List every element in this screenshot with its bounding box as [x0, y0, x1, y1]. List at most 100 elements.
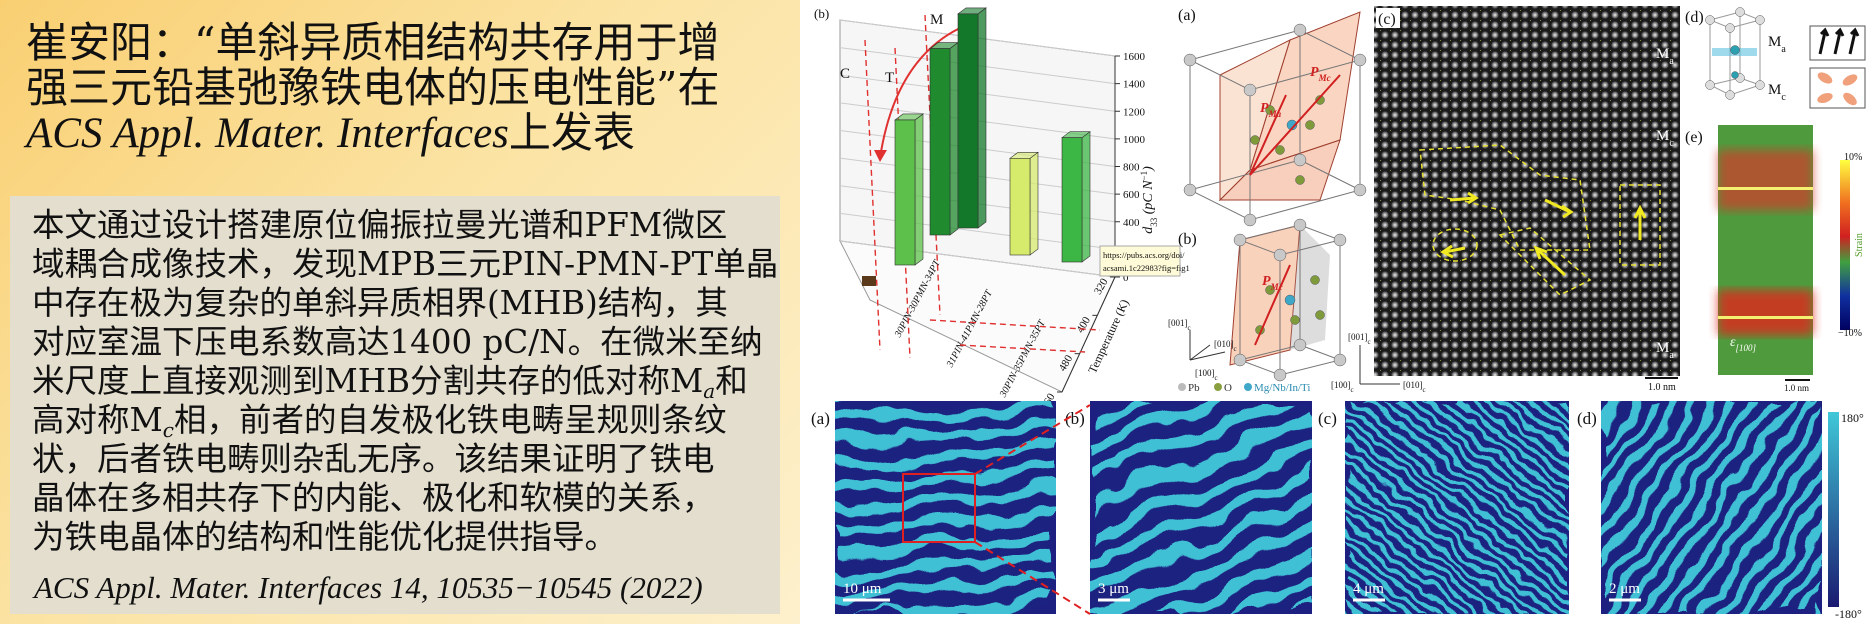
text-line: 晶体在多相共存下的内能、极化和软模的关系， [32, 479, 715, 517]
text: 高对称M [32, 401, 163, 439]
symbol: M [1768, 82, 1781, 98]
bar-side [1081, 131, 1091, 263]
z-tick-label: 0 [1123, 272, 1129, 284]
z-tick-label: 400 [1123, 217, 1140, 229]
atom [1265, 285, 1275, 295]
strain-line [1718, 187, 1813, 190]
label: (a) [1178, 7, 1196, 24]
title-suffix: 上发表 [508, 108, 635, 157]
colorbar-label: −10% [1838, 328, 1862, 339]
atom [1705, 80, 1715, 90]
atom [1290, 315, 1300, 325]
scale-bar-label: 1.0 nm [1648, 382, 1676, 393]
z-tick-label: 600 [1123, 189, 1140, 201]
text-line: 域耦合成像技术，发现MPB三元PIN-PMN-PT单晶 [32, 245, 779, 283]
scale-bar-label: 3 μm [1098, 581, 1129, 597]
colorbar-label: 10% [1844, 152, 1862, 163]
bar-front [1061, 137, 1083, 263]
atom [1735, 7, 1745, 17]
atom [1293, 338, 1307, 352]
summary-text: 本文通过设计搭建原位偏振拉曼光谱和PFM微区 域耦合成像技术，发现MPB三元PIN… [32, 206, 778, 557]
polarization-label: PMc [1262, 274, 1283, 292]
subscript: 33 [1149, 217, 1159, 227]
z-tick-label: 800 [1123, 162, 1140, 174]
colorbar-title: Strain [1854, 233, 1865, 257]
arrow [1536, 248, 1567, 277]
pfm-image [1601, 401, 1822, 614]
text-line: 本文通过设计搭建原位偏振拉曼光谱和PFM微区 [32, 206, 728, 244]
title-line: 强三元铅基弛豫铁电体的压电性能”在 [26, 63, 720, 112]
text: 相，前者的自发极化铁电畴呈规则条纹 [173, 401, 727, 439]
atom [1273, 368, 1287, 382]
colorbar-label: -180° [1835, 607, 1862, 621]
domain-icon [1817, 72, 1833, 84]
superscript: −1 [1139, 171, 1149, 181]
phase-boundary [959, 344, 1086, 353]
symbol: [010] [1214, 339, 1234, 349]
atom [1233, 233, 1247, 247]
colorbar [1840, 160, 1850, 330]
t-axis [1061, 276, 1116, 393]
bar-front [1009, 158, 1031, 256]
z-tick-label: 1200 [1123, 106, 1146, 118]
subscript: Mc [1318, 73, 1331, 83]
subscript: c [162, 418, 174, 442]
atom [1265, 105, 1275, 115]
symbol: M [1768, 34, 1781, 50]
atom [1705, 15, 1715, 25]
strain-line [1718, 316, 1813, 319]
unit: (pC N [1141, 180, 1156, 218]
title: 崔安阳：“单斜异质相结构共存用于增 强三元铅基弛豫铁电体的压电性能”在 ACS … [26, 20, 719, 156]
atom [1731, 71, 1739, 79]
subscript: c [1234, 345, 1237, 353]
phase-label: Ma [1768, 34, 1786, 55]
phase-label: Mc [1768, 82, 1786, 103]
subscript: Mc [1270, 282, 1283, 292]
subscript: c [1669, 138, 1674, 149]
arrow [1833, 27, 1845, 55]
subscript: c [1781, 92, 1786, 103]
text-line: 中存在极为复杂的单斜异质相界(MHB)结构，其 [32, 284, 728, 322]
subscript: a [1669, 56, 1674, 67]
url: acsami.1c22983?fig=fig1 [1103, 263, 1190, 273]
subscript: [100] [1736, 343, 1757, 353]
symbol: M [1656, 340, 1669, 356]
text: 和 [715, 362, 748, 400]
scale-bar-label: 4 μm [1353, 581, 1384, 597]
atom [1233, 353, 1247, 367]
bar-side [1029, 151, 1039, 256]
atom [1315, 310, 1325, 320]
legend-label: O [1224, 382, 1232, 394]
pfm-image [1345, 401, 1569, 614]
label: (b) [1178, 231, 1197, 248]
arrow-head [1633, 204, 1647, 219]
panel-label: (b) [1065, 409, 1085, 428]
zoom-line [974, 541, 1091, 615]
atom [1273, 248, 1287, 262]
marker [862, 276, 876, 286]
atom [1284, 294, 1296, 306]
axis-arrows [1359, 345, 1400, 385]
legend-label: Mg/Nb/In/Ti [1254, 382, 1310, 394]
bar-front [957, 13, 979, 229]
atom [1243, 83, 1257, 97]
domain-outline [1432, 228, 1478, 262]
bar [929, 41, 959, 236]
atom [1243, 213, 1257, 227]
subscript: c [1188, 324, 1191, 332]
atom [1305, 120, 1315, 130]
label: (c) [1378, 11, 1396, 28]
arrow [1848, 27, 1860, 55]
label: (e) [1685, 129, 1703, 146]
atom [1310, 275, 1320, 285]
bar-front [894, 119, 916, 266]
legend-dot [1214, 383, 1222, 391]
atom [1183, 53, 1197, 67]
arrow-head [1533, 245, 1548, 260]
z-tick-label: 1600 [1123, 51, 1146, 63]
url: https://pubs.acs.org/doi/ [1103, 250, 1185, 260]
zoom-line [974, 404, 1091, 475]
bar [894, 113, 924, 266]
atom [1250, 135, 1260, 145]
